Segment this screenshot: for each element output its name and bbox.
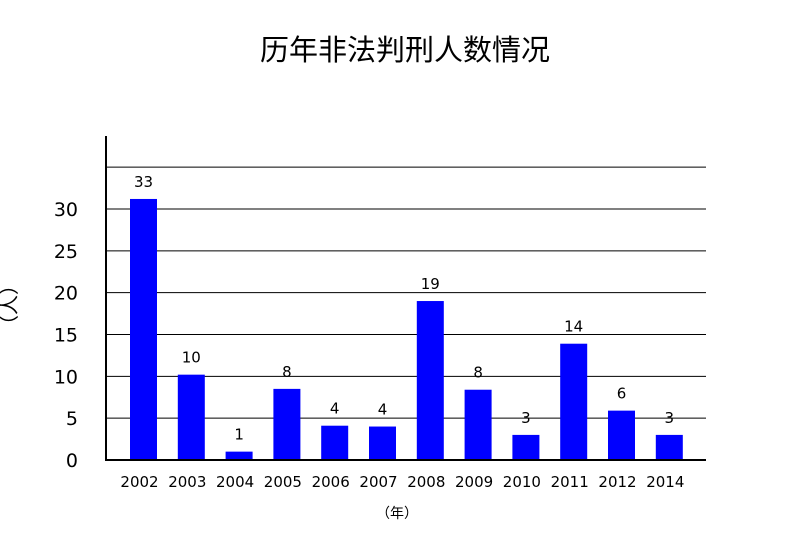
y-tick-label: 25 — [54, 241, 78, 263]
x-tick-label: 2006 — [312, 473, 350, 491]
bar-2007 — [369, 426, 396, 460]
bar-2011 — [560, 343, 588, 460]
x-tick-label: 2003 — [168, 473, 206, 491]
y-axis-label: （人） — [0, 275, 21, 335]
data-label: 33 — [134, 173, 153, 191]
bar-2008 — [416, 301, 444, 460]
x-axis-label: （年） — [376, 506, 418, 522]
x-tick-label: 2002 — [120, 473, 158, 491]
bar-2012 — [608, 410, 635, 460]
x-tick-label: 2009 — [455, 473, 493, 491]
bar-2010 — [512, 434, 540, 460]
data-label: 4 — [330, 400, 340, 418]
data-label: 4 — [378, 401, 388, 419]
y-tick-label: 10 — [54, 366, 78, 388]
data-label: 14 — [564, 318, 583, 336]
x-tick-label: 2014 — [646, 473, 684, 491]
chart-title: 历年非法判刑人数情况 — [260, 33, 550, 67]
bar-2009 — [464, 389, 492, 460]
bar-2003 — [177, 374, 205, 460]
data-label: 3 — [521, 409, 531, 427]
data-label: 8 — [473, 364, 483, 382]
data-label: 6 — [617, 385, 627, 403]
x-tick-label: 2008 — [407, 473, 445, 491]
x-tick-label: 2012 — [598, 473, 636, 491]
x-tick-label: 2010 — [503, 473, 541, 491]
data-label: 19 — [421, 275, 440, 293]
data-label: 1 — [234, 426, 244, 444]
y-tick-label: 0 — [66, 450, 78, 472]
bar-2004 — [225, 451, 253, 460]
bar-2005 — [273, 388, 301, 460]
x-tick-label: 2007 — [359, 473, 397, 491]
data-label: 8 — [282, 363, 292, 381]
bar-2006 — [321, 425, 349, 460]
bar-2014 — [655, 434, 683, 460]
x-tick-label: 2011 — [551, 473, 589, 491]
y-tick-label: 30 — [54, 199, 78, 221]
y-tick-label: 5 — [66, 408, 78, 430]
data-label: 3 — [665, 409, 675, 427]
data-label: 10 — [182, 349, 201, 367]
bar-2002 — [130, 198, 157, 460]
y-tick-label: 15 — [54, 325, 78, 347]
x-tick-label: 2004 — [216, 473, 254, 491]
y-tick-label: 20 — [54, 283, 78, 305]
x-tick-label: 2005 — [264, 473, 302, 491]
